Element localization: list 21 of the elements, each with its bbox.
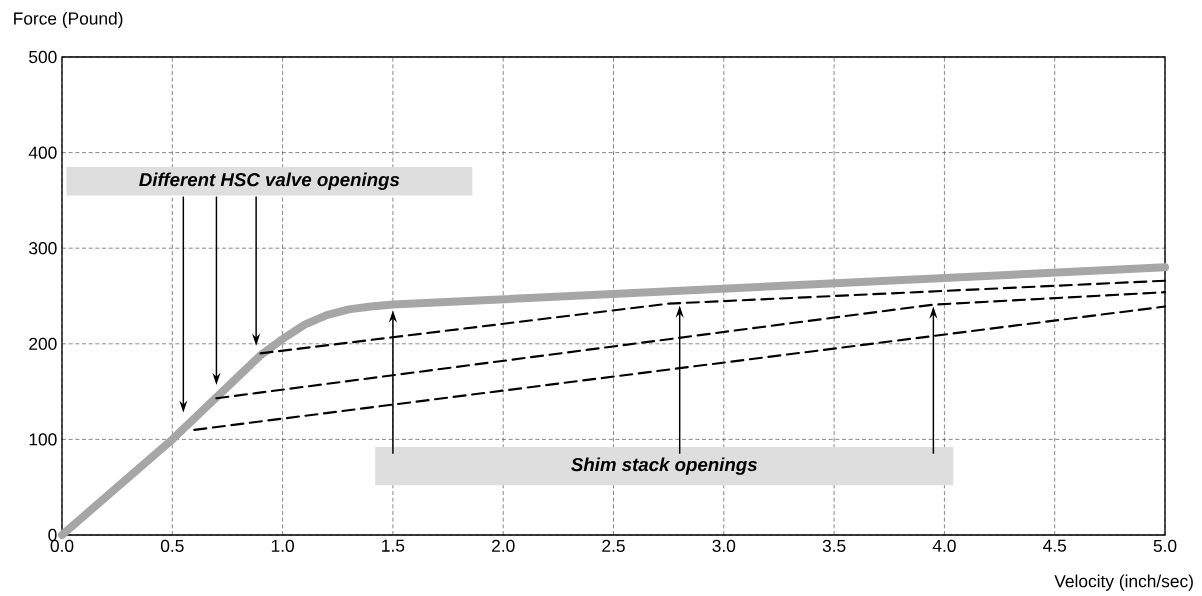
annotation: Shim stack openings [571,457,757,475]
x-axis-title: Velocity (inch/sec) [1054,574,1193,591]
x-tick-label: 0.0 [50,539,74,552]
x-tick-label: 1.5 [382,539,405,552]
x-tick-label: 3.0 [712,539,736,552]
x-tick-label: 0.5 [160,539,184,552]
x-tick-label: 4.5 [1043,539,1067,552]
y-tick-label: 200 [29,337,57,350]
y-axis-title: Force (Pound) [14,11,123,29]
x-tick-label: 2.5 [602,539,625,552]
y-tick-label: 400 [28,146,57,159]
x-tick-label: 3.5 [822,539,846,552]
y-tick-label: 0 [48,528,57,542]
x-tick-label: 1.0 [271,539,294,552]
annotation: Different HSC valve openings [139,172,400,190]
y-tick-label: 300 [29,242,57,255]
x-tick-label: 4.0 [932,539,956,552]
y-tick-label: 100 [29,433,57,446]
x-tick-label: 2.0 [492,539,515,552]
x-tick-label: 5.0 [1153,539,1177,552]
y-tick-label: 500 [29,50,57,64]
